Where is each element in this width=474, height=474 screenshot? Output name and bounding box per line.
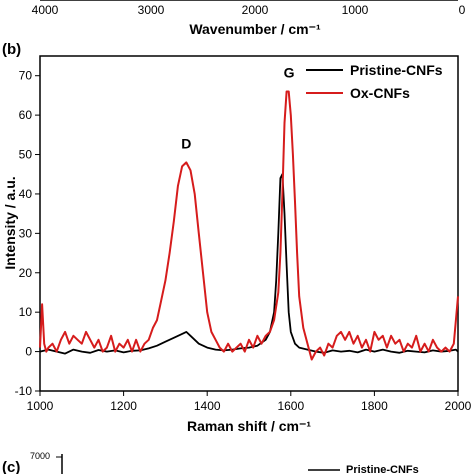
- x-tick-label: 2000: [445, 399, 472, 413]
- x-tick-label: 1000: [27, 399, 54, 413]
- peak-label: D: [181, 136, 191, 152]
- raman-chart: -10 0 10 20 30 40 50 60 70 1000 1200 1400 1600 1800 2…: [2, 55, 472, 434]
- y-ticks: -10 0 10 20 30 40 50 60 70: [15, 69, 40, 398]
- legend-label-ox: Ox-CNFs: [350, 85, 410, 101]
- series-line-ox: [39, 90, 459, 361]
- y-tick-label: 10: [19, 305, 33, 319]
- y-tick-label: 60: [19, 108, 33, 122]
- x-tick-label: 1600: [277, 399, 304, 413]
- bottom-strip: (c) 7000 Pristine-CNFs: [2, 451, 419, 474]
- top-tick-label: 0: [459, 3, 466, 17]
- y-tick-label: 0: [25, 345, 32, 359]
- panel-c-legend-label: Pristine-CNFs: [346, 464, 419, 474]
- top-xaxis-label: Wavenumber / cm⁻¹: [189, 21, 321, 37]
- y-tick-label: 40: [19, 187, 33, 201]
- legend: Pristine-CNFs Ox-CNFs: [306, 62, 443, 101]
- y-tick-label: -10: [15, 384, 33, 398]
- peak-label: G: [284, 65, 295, 81]
- x-tick-label: 1800: [361, 399, 388, 413]
- top-tick-label: 4000: [32, 3, 59, 17]
- panel-label-b: (b): [2, 41, 21, 58]
- panel-label-c: (c): [2, 459, 20, 474]
- top-tick-label: 3000: [138, 3, 165, 17]
- x-tick-label: 1200: [110, 399, 137, 413]
- top-tick-label: 2000: [242, 3, 269, 17]
- y-axis-label: Intensity / a.u.: [2, 176, 18, 269]
- y-tick-label: 30: [19, 226, 33, 240]
- annotation-layer: DG: [181, 65, 294, 152]
- top-tick-label: 1000: [342, 3, 369, 17]
- y-tick-label: 50: [19, 148, 33, 162]
- x-tick-label: 1400: [194, 399, 221, 413]
- x-axis-label: Raman shift / cm⁻¹: [187, 418, 311, 434]
- series-line-pristine: [39, 173, 459, 355]
- x-ticks: 1000 1200 1400 1600 1800 2000: [27, 391, 472, 413]
- top-strip: 4000 3000 2000 1000 0 Wavenumber / cm⁻¹: [32, 0, 466, 37]
- panel-c-ytick: 7000: [30, 451, 50, 461]
- plot-frame: [39, 55, 459, 392]
- legend-label-pristine: Pristine-CNFs: [350, 62, 443, 78]
- y-tick-label: 20: [19, 266, 33, 280]
- y-tick-label: 70: [19, 69, 33, 83]
- series-layer: [39, 90, 459, 361]
